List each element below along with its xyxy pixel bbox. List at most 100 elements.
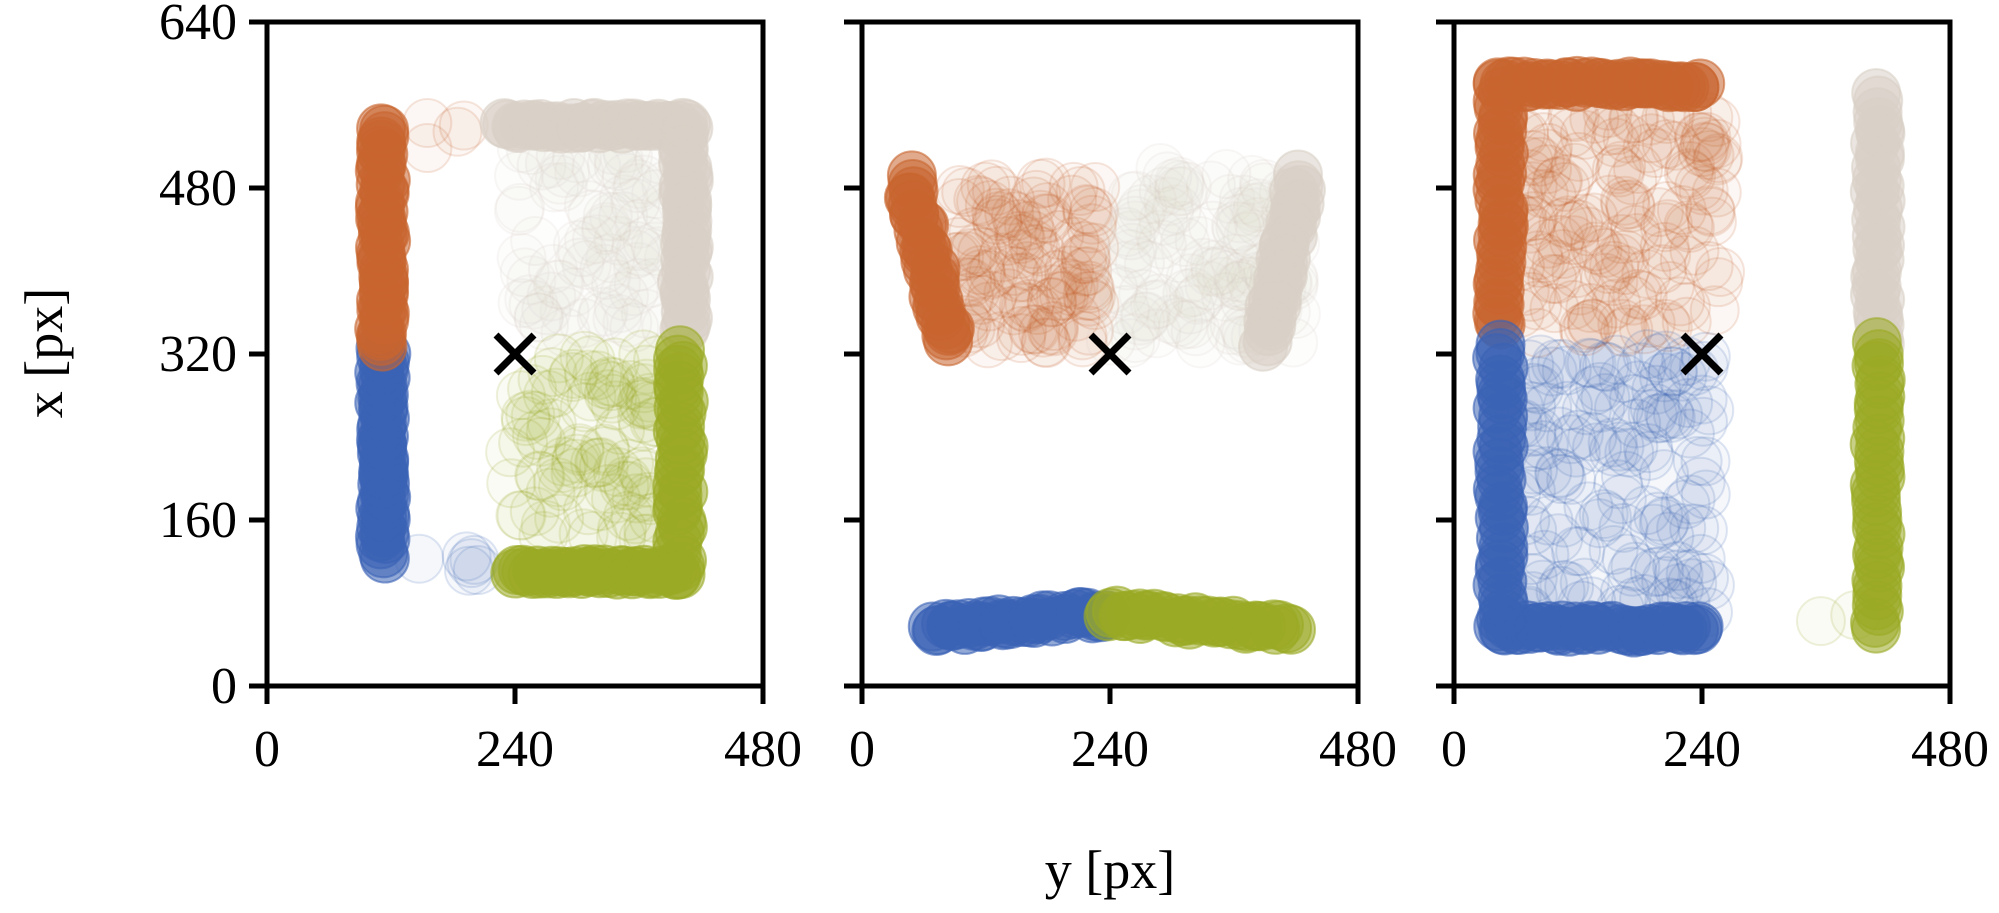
data-point bbox=[972, 198, 1023, 249]
data-point bbox=[1028, 306, 1079, 357]
data-point bbox=[506, 255, 557, 306]
data-point bbox=[608, 266, 659, 317]
data-point bbox=[1553, 131, 1604, 182]
data-point bbox=[1154, 160, 1205, 211]
data-point bbox=[1010, 304, 1061, 355]
data-point bbox=[1543, 195, 1594, 246]
data-point bbox=[1685, 185, 1736, 236]
data-point bbox=[1663, 200, 1714, 251]
data-point bbox=[1000, 282, 1051, 333]
data-point bbox=[1114, 237, 1165, 288]
data-point bbox=[1683, 241, 1734, 292]
data-point bbox=[1596, 140, 1647, 191]
data-point bbox=[1661, 336, 1712, 387]
data-point bbox=[1647, 346, 1698, 397]
data-point bbox=[1143, 176, 1194, 227]
data-point bbox=[1571, 422, 1622, 473]
data-point bbox=[1057, 310, 1108, 361]
data-point bbox=[540, 307, 591, 358]
data-point bbox=[523, 369, 574, 420]
data-point bbox=[534, 259, 585, 310]
data-point bbox=[496, 490, 547, 541]
data-point bbox=[521, 285, 572, 336]
data-point bbox=[554, 425, 605, 476]
data-point bbox=[967, 270, 1018, 321]
data-point bbox=[509, 486, 560, 537]
series-green bbox=[485, 325, 709, 600]
data-point bbox=[1610, 541, 1661, 592]
data-point bbox=[1613, 360, 1664, 411]
data-point bbox=[582, 191, 633, 242]
data-point bbox=[1026, 304, 1077, 355]
data-point bbox=[1660, 282, 1711, 333]
data-point bbox=[525, 467, 576, 518]
data-point bbox=[1579, 341, 1630, 392]
data-point bbox=[1138, 166, 1189, 217]
data-point bbox=[1644, 388, 1695, 439]
x-axis-label: y [px] bbox=[1045, 840, 1175, 900]
data-point bbox=[1639, 352, 1690, 403]
data-point bbox=[1015, 226, 1066, 277]
data-point bbox=[1063, 276, 1114, 327]
data-point bbox=[1851, 317, 1902, 368]
data-point bbox=[994, 210, 1045, 261]
data-point bbox=[1060, 234, 1111, 285]
center-marker bbox=[1088, 332, 1132, 376]
data-point bbox=[498, 417, 549, 468]
data-point bbox=[537, 161, 588, 212]
data-point bbox=[1642, 199, 1693, 250]
data-point bbox=[589, 191, 640, 242]
data-point bbox=[580, 426, 631, 477]
data-point bbox=[1059, 246, 1110, 297]
data-point bbox=[1641, 229, 1692, 280]
data-point bbox=[1547, 201, 1598, 252]
data-point bbox=[1661, 296, 1712, 347]
data-point bbox=[1639, 202, 1690, 253]
data-point bbox=[576, 292, 627, 343]
data-point bbox=[1060, 221, 1111, 272]
data-point bbox=[1626, 113, 1677, 164]
data-point bbox=[495, 370, 546, 421]
data-point bbox=[1105, 228, 1156, 279]
data-point bbox=[1611, 398, 1662, 449]
data-point bbox=[1594, 147, 1645, 198]
data-point bbox=[1146, 294, 1197, 345]
data-point bbox=[1621, 485, 1672, 536]
data-point bbox=[1596, 214, 1647, 265]
data-point bbox=[536, 443, 587, 494]
data-point bbox=[1097, 266, 1148, 317]
data-point bbox=[610, 229, 661, 280]
series-green bbox=[1795, 317, 1906, 654]
data-point bbox=[1598, 502, 1649, 553]
data-point bbox=[1060, 231, 1111, 282]
y-tick-label: 0 bbox=[211, 658, 237, 715]
data-point bbox=[1133, 278, 1184, 329]
data-point bbox=[1526, 170, 1577, 221]
center-marker bbox=[493, 332, 537, 376]
data-point bbox=[1675, 58, 1726, 109]
data-point bbox=[1551, 526, 1602, 577]
data-point bbox=[1057, 317, 1108, 368]
data-point bbox=[1533, 156, 1584, 207]
data-point bbox=[1677, 127, 1728, 178]
data-point bbox=[496, 232, 547, 283]
data-point bbox=[1645, 392, 1696, 443]
data-point bbox=[1675, 112, 1726, 163]
data-point bbox=[609, 302, 660, 353]
data-point bbox=[1004, 278, 1055, 329]
data-point bbox=[1590, 117, 1641, 168]
data-point bbox=[1572, 224, 1623, 275]
data-point bbox=[1633, 333, 1684, 384]
data-point bbox=[1050, 291, 1101, 342]
data-point bbox=[567, 189, 618, 240]
data-point bbox=[1522, 122, 1573, 173]
plot-area bbox=[883, 143, 1326, 656]
data-point bbox=[495, 182, 546, 233]
data-point bbox=[1589, 240, 1640, 291]
data-point bbox=[1635, 392, 1686, 443]
data-point bbox=[558, 298, 609, 349]
data-point bbox=[982, 215, 1033, 266]
data-point bbox=[1531, 339, 1582, 390]
data-point bbox=[553, 219, 604, 270]
data-point bbox=[583, 464, 634, 515]
